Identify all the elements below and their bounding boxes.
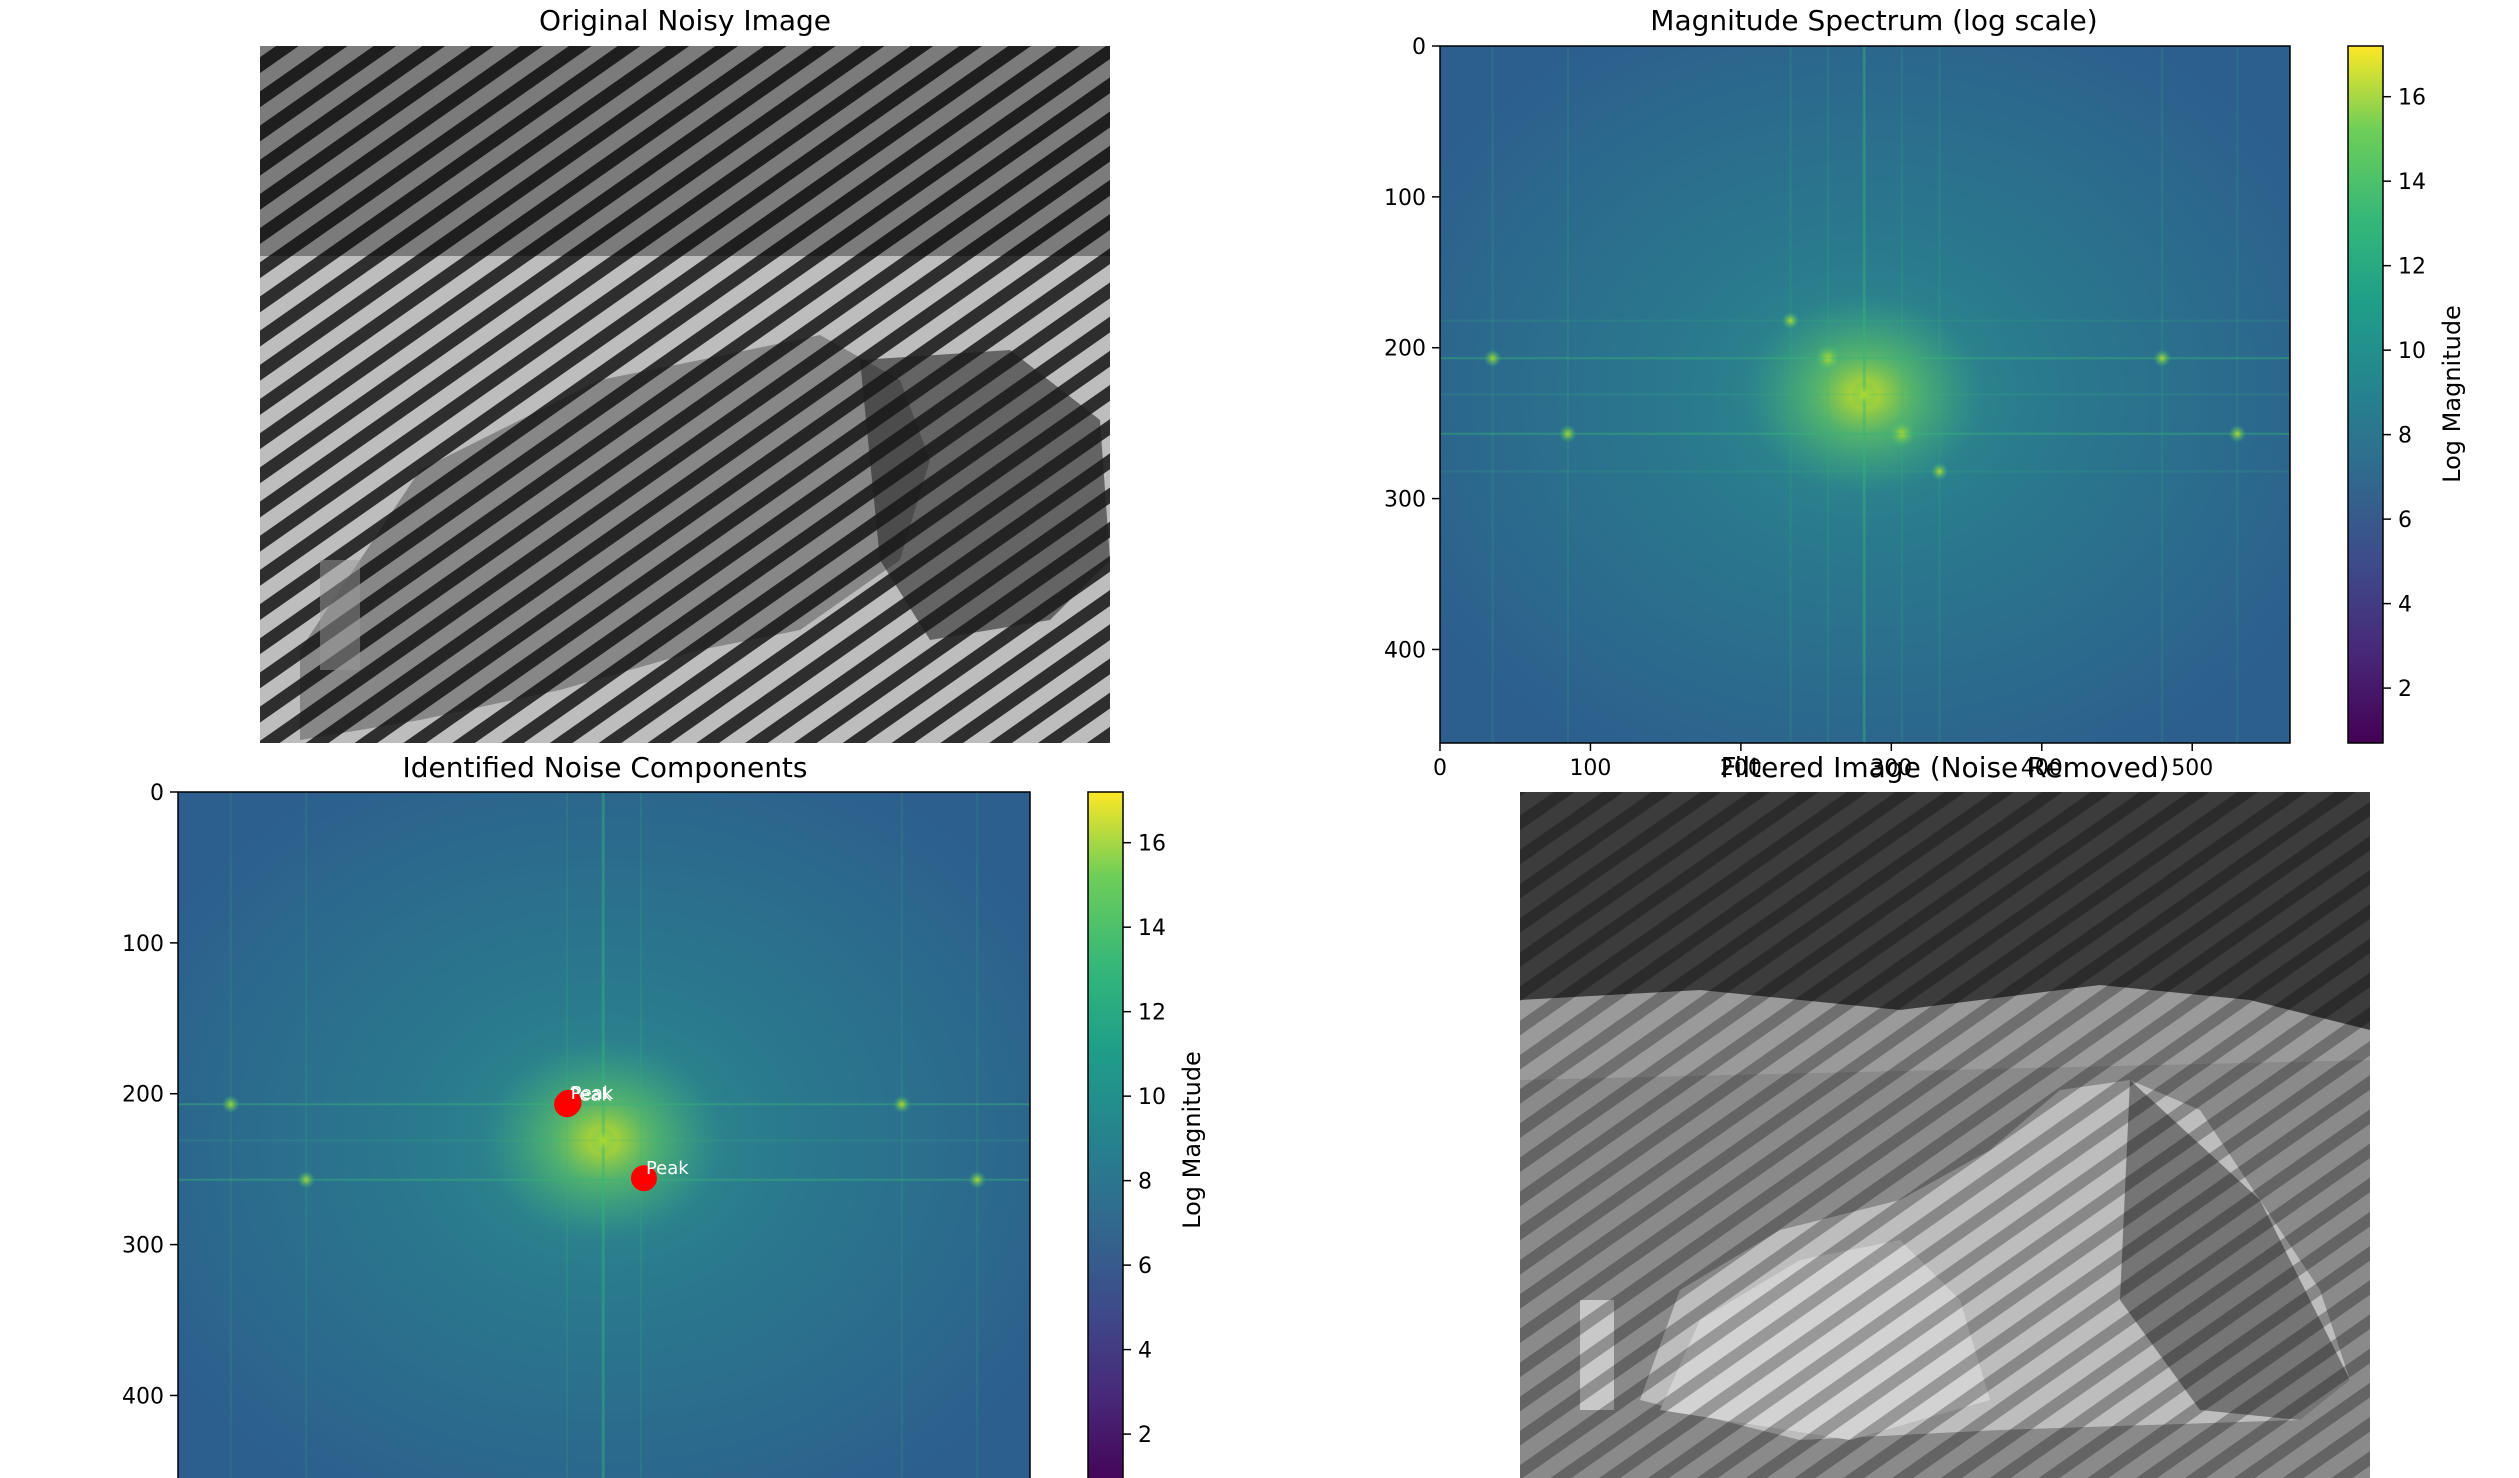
spectrum-cb-tick-label: 8 (2398, 424, 2412, 449)
spectrum-xtick-label: 200 (1720, 756, 1762, 781)
noise-frame (177, 791, 1031, 1478)
spectrum-xtick-label: 500 (2171, 756, 2213, 781)
spectrum-ytick-label: 100 (1384, 186, 1426, 211)
peak-marker (555, 1089, 582, 1116)
spectrum-cb-tick-label: 14 (2398, 170, 2426, 195)
spectrum-bright-spot (1814, 344, 1843, 373)
panel-title-spectrum: Magnitude Spectrum (log scale) (1650, 4, 2097, 37)
filtered-photo (1520, 792, 2370, 1478)
spectrum-xtick-label: 300 (1870, 756, 1912, 781)
spectrum-ytick-label: 0 (1412, 35, 1426, 60)
panel-title-noise: Identified Noise Components (402, 751, 807, 784)
peak-label: Peak (571, 1083, 614, 1104)
noise-ytick-label: 0 (150, 781, 164, 806)
noise-ytick-label: 100 (122, 932, 164, 957)
spectrum-bright-spot (1930, 462, 1949, 481)
spectrum-frame (1439, 45, 2291, 744)
spectrum-cb-tick-label: 16 (2398, 86, 2426, 111)
colorbar-label-spectrum: Log Magnitude (2438, 305, 2466, 483)
panel-title-filtered: Filtered Image (Noise Removed) (1720, 751, 2169, 784)
noisy-photo (260, 46, 1110, 743)
noise-cb-tick-label: 12 (1138, 1001, 1166, 1026)
noise-ytick-label: 400 (122, 1384, 164, 1409)
noise-cb-tick-label: 4 (1138, 1339, 1152, 1364)
spectrum-ytick-label: 400 (1384, 638, 1426, 663)
colorbar-label-noise: Log Magnitude (1178, 1051, 1206, 1229)
noise-colorbar: 2 4 6 8 10 12 14 16 Log Magnitude (1087, 791, 1206, 1478)
peak-label: Peak (646, 1158, 689, 1179)
noise-bright-spot (297, 1170, 316, 1189)
original-image-panel: Original Noisy Image (260, 4, 1110, 743)
spectrum-cb-tick-label: 2 (2398, 677, 2412, 702)
noise-bright-spot (221, 1095, 240, 1114)
spectrum-cb-tick-label: 12 (2398, 255, 2426, 280)
spectrum-xtick-label: 400 (2021, 756, 2063, 781)
spectrum-ytick-label: 200 (1384, 337, 1426, 362)
noise-cb-tick-label: 16 (1138, 832, 1166, 857)
spectrum-colorbar: 2 4 6 8 10 12 14 16 Log Magnitude (2347, 45, 2466, 744)
peak-marker (630, 1165, 657, 1192)
noise-ytick-label: 300 (122, 1234, 164, 1259)
magnitude-spectrum-panel: Magnitude Spectrum (log scale) 0 100 200 30… (1384, 4, 2466, 781)
spectrum-bright-spot (2228, 424, 2247, 443)
filtered-image-panel: Filtered Image (Noise Removed) (1520, 751, 2370, 1478)
spectrum-bright-spot (1558, 424, 1577, 443)
spectrum-xtick-label: 0 (1433, 756, 1447, 781)
noise-cb-tick-label: 10 (1138, 1085, 1166, 1110)
spectrum-ytick-label: 300 (1384, 488, 1426, 513)
spectrum-bright-spot (1781, 311, 1800, 330)
noise-cb-tick-label: 6 (1138, 1254, 1152, 1279)
spectrum-bright-spot (1887, 419, 1916, 448)
noise-cb-tick-label: 2 (1138, 1423, 1152, 1448)
spectrum-cb-tick-label: 6 (2398, 508, 2412, 533)
noise-cb-tick-label: 8 (1138, 1170, 1152, 1195)
noise-components-panel: Identified Noise Components 0 100 200 300 40… (122, 751, 1206, 1478)
noise-bright-spot (968, 1170, 987, 1189)
spectrum-cb-tick-label: 10 (2398, 339, 2426, 364)
noise-bright-spot (589, 1126, 618, 1155)
noise-cb-tick-label: 14 (1138, 916, 1166, 941)
spectrum-xtick-label: 100 (1569, 756, 1611, 781)
spectrum-cb-tick-label: 4 (2398, 593, 2412, 618)
panel-title-original: Original Noisy Image (539, 4, 831, 37)
spectrum-bright-spot (1483, 349, 1502, 368)
spectrum-bright-spot (2153, 349, 2172, 368)
noise-bright-spot (892, 1095, 911, 1114)
spectrum-bright-spot (1850, 380, 1879, 409)
noise-ytick-label: 200 (122, 1083, 164, 1108)
